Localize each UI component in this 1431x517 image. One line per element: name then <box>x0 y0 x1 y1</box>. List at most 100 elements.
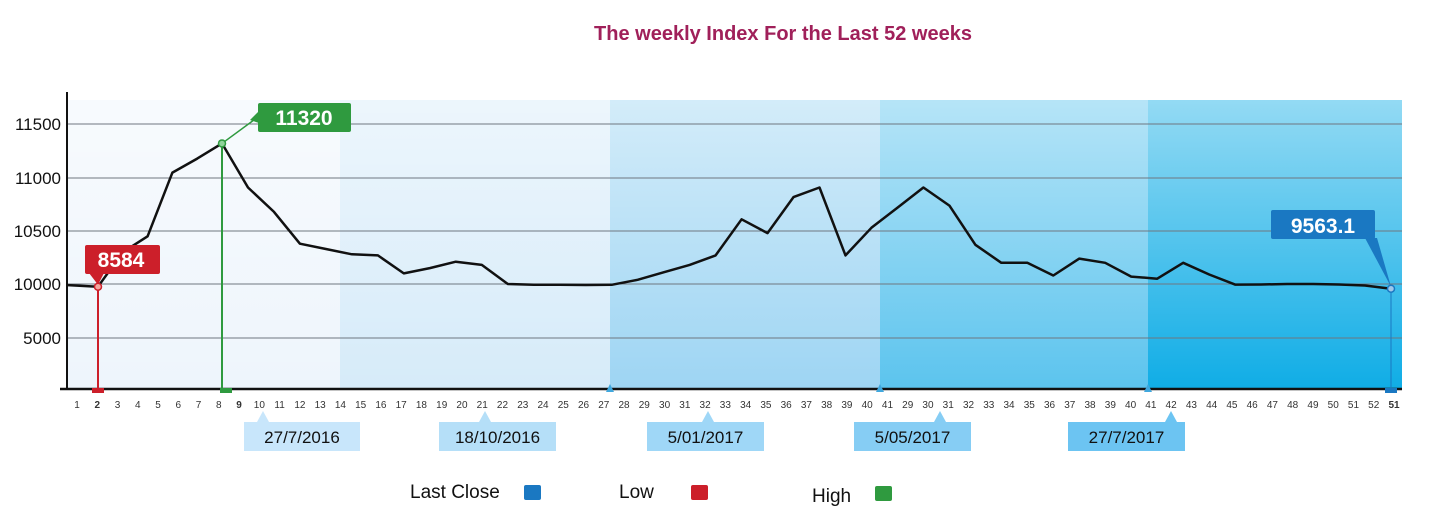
date-markers: 27/7/2016 18/10/2016 5/01/2017 5/05/2017 27/… <box>244 384 1185 451</box>
legend-item-last-close: Last Close <box>410 482 541 503</box>
y-tick-10500: 10500 <box>14 222 61 241</box>
x-tick-14: 15 <box>355 400 367 411</box>
high-box <box>258 103 351 132</box>
x-tick-35: 36 <box>781 400 793 411</box>
date-pointer-0 <box>257 411 269 422</box>
last-pointer <box>1365 238 1391 287</box>
x-tick-9: 10 <box>254 400 266 411</box>
x-tick-56: 44 <box>1206 400 1218 411</box>
legend: Last Close Low High <box>410 482 892 507</box>
x-tick-36: 37 <box>801 400 813 411</box>
x-tick-20: 21 <box>477 400 489 411</box>
band-boundary-mark-0 <box>606 384 614 392</box>
x-tick-25: 26 <box>578 400 590 411</box>
x-tick-15: 16 <box>375 400 387 411</box>
x-tick-46: 34 <box>1003 400 1015 411</box>
x-tick-50: 38 <box>1085 400 1097 411</box>
x-tick-6: 7 <box>196 400 202 411</box>
last-base-marker <box>1385 388 1397 393</box>
legend-swatch-low <box>691 485 708 500</box>
x-tick-26: 27 <box>598 400 610 411</box>
date-marker-5-01-2017: 5/01/2017 <box>647 411 764 451</box>
x-tick-65: 51 <box>1388 400 1400 411</box>
last-box <box>1271 210 1375 239</box>
low-base-marker <box>92 388 104 393</box>
x-tick-39: 40 <box>862 400 874 411</box>
legend-label-high: High <box>812 486 851 507</box>
date-marker-27-7-2017: 27/7/2017 <box>1068 411 1185 451</box>
legend-swatch-last-close <box>524 485 541 500</box>
legend-swatch-high <box>875 486 892 501</box>
x-tick-2: 3 <box>115 400 121 411</box>
high-pointer <box>250 111 259 123</box>
legend-label-low: Low <box>619 482 654 503</box>
x-tick-29: 30 <box>659 400 671 411</box>
low-point <box>93 282 103 291</box>
x-tick-58: 46 <box>1247 400 1259 411</box>
date-pointer-2 <box>702 411 714 422</box>
date-box-1 <box>439 422 556 451</box>
x-tick-63: 51 <box>1348 400 1360 411</box>
x-tick-28: 29 <box>639 400 651 411</box>
x-tick-22: 23 <box>517 400 529 411</box>
y-tick-labels: 5000 10000 10500 11000 11500 <box>14 115 61 348</box>
high-point <box>217 139 227 148</box>
x-tick-52: 40 <box>1125 400 1137 411</box>
band-boundary-mark-2 <box>1144 384 1152 392</box>
x-tick-1: 2 <box>94 400 100 411</box>
low-pointer <box>89 273 104 285</box>
x-tick-30: 31 <box>679 400 691 411</box>
high-leader <box>221 116 259 145</box>
x-tick-61: 49 <box>1307 400 1319 411</box>
last-value: 9563.1 <box>1291 215 1356 238</box>
x-tick-10: 11 <box>274 400 285 411</box>
x-tick-38: 39 <box>841 400 853 411</box>
date-label-4: 27/7/2017 <box>1089 428 1165 447</box>
x-tick-60: 48 <box>1287 400 1299 411</box>
x-tick-11: 12 <box>294 400 306 411</box>
date-label-0: 27/7/2016 <box>264 428 340 447</box>
x-tick-64: 52 <box>1368 400 1380 411</box>
x-tick-45: 33 <box>983 400 995 411</box>
x-tick-51: 39 <box>1105 400 1117 411</box>
x-tick-13: 14 <box>335 400 347 411</box>
date-marker-5-05-2017: 5/05/2017 <box>854 411 971 451</box>
date-box-4 <box>1068 422 1185 451</box>
x-tick-18: 19 <box>436 400 448 411</box>
x-tick-42: 30 <box>922 400 934 411</box>
date-pointer-3 <box>934 411 946 422</box>
band-boundary-mark-1 <box>876 384 884 392</box>
date-label-1: 18/10/2016 <box>455 428 540 447</box>
high-value: 11320 <box>275 107 332 130</box>
x-tick-40: 41 <box>882 400 894 411</box>
legend-item-high: High <box>812 486 892 507</box>
low-value: 8584 <box>98 249 145 272</box>
x-tick-53: 41 <box>1145 400 1157 411</box>
x-tick-55: 43 <box>1186 400 1198 411</box>
x-tick-57: 45 <box>1226 400 1238 411</box>
date-label-2: 5/01/2017 <box>668 428 744 447</box>
x-tick-34: 35 <box>760 400 772 411</box>
date-label-3: 5/05/2017 <box>875 428 951 447</box>
y-tick-11000: 11000 <box>15 169 61 188</box>
x-tick-49: 37 <box>1064 400 1076 411</box>
x-tick-59: 47 <box>1267 400 1279 411</box>
date-pointer-1 <box>479 411 491 422</box>
x-tick-23: 24 <box>537 400 549 411</box>
high-callout: 11320 <box>217 103 351 393</box>
legend-label-last-close: Last Close <box>410 482 500 503</box>
last-point <box>1386 284 1396 293</box>
x-tick-43: 31 <box>943 400 955 411</box>
x-tick-48: 36 <box>1044 400 1056 411</box>
y-tick-5000: 5000 <box>23 329 61 348</box>
x-tick-12: 13 <box>315 400 327 411</box>
date-box-0 <box>244 422 360 451</box>
y-tick-10000: 10000 <box>14 275 61 294</box>
low-box <box>85 245 160 274</box>
high-base-marker <box>220 388 232 393</box>
x-tick-0: 1 <box>74 400 80 411</box>
x-tick-labels: 1 2 3 4 5 6 7 8 9 10 11 12 13 14 15 16 17 18 19 20 21 22 23 24 2… <box>74 400 1400 411</box>
x-tick-3: 4 <box>135 400 141 411</box>
x-tick-32: 33 <box>720 400 732 411</box>
